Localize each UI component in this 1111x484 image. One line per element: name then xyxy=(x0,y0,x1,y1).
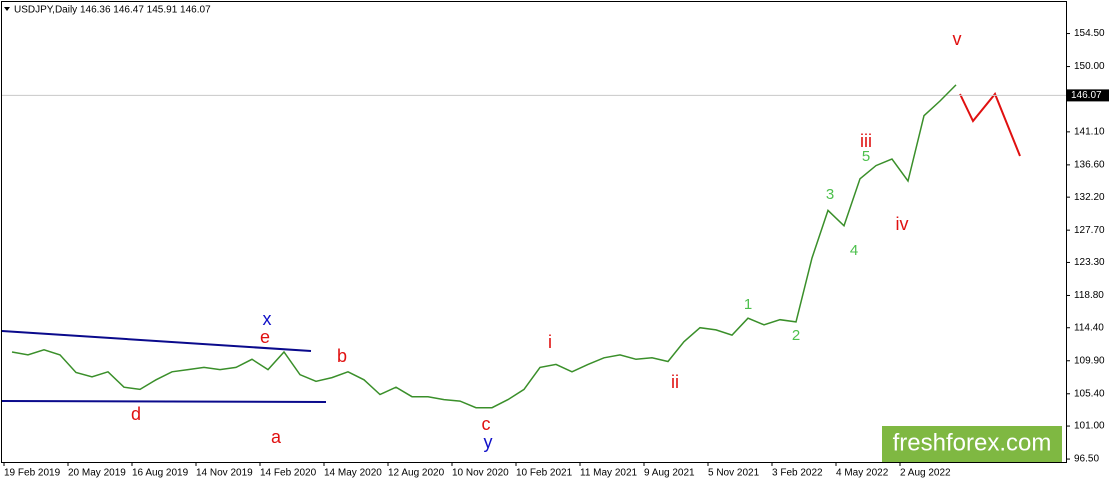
x-tick-label: 12 Aug 2020 xyxy=(388,468,445,479)
y-tick-label: 114.40 xyxy=(1074,322,1104,333)
y-tick-label: 136.60 xyxy=(1074,160,1105,171)
wave-label: a xyxy=(271,427,282,447)
x-tick-label: 14 Nov 2019 xyxy=(196,468,253,479)
x-tick-label: 10 Nov 2020 xyxy=(452,468,509,479)
x-tick-label: 11 May 2021 xyxy=(580,468,638,479)
x-tick-label: 2 Aug 2022 xyxy=(900,468,951,479)
plot-frame xyxy=(1,1,1067,463)
x-tick-label: 9 Aug 2021 xyxy=(644,468,695,479)
wave-label: 5 xyxy=(862,148,870,165)
trend-line xyxy=(1,400,327,403)
wave-label: v xyxy=(953,29,962,49)
title-arrow xyxy=(4,7,10,11)
y-tick-label: 123.30 xyxy=(1074,257,1105,268)
x-tick-label: 16 Aug 2019 xyxy=(132,468,189,479)
last-price-label: 146.07 xyxy=(1071,90,1102,101)
y-tick-label: 141.10 xyxy=(1074,126,1105,137)
y-tick-label: 154.50 xyxy=(1074,28,1105,39)
price-line xyxy=(11,84,957,409)
y-tick-label: 132.20 xyxy=(1074,192,1105,203)
y-tick-label: 150.00 xyxy=(1074,61,1105,72)
y-tick-label: 105.40 xyxy=(1074,388,1105,399)
wave-label: x xyxy=(263,309,272,329)
y-tick-label: 109.90 xyxy=(1074,355,1105,366)
y-tick-label: 118.80 xyxy=(1074,290,1104,301)
x-tick-label: 20 May 2019 xyxy=(68,468,126,479)
x-tick-label: 4 May 2022 xyxy=(836,468,889,479)
chart-title: USDJPY,Daily 146.36 146.47 145.91 146.07 xyxy=(14,5,211,16)
trend-line xyxy=(1,330,312,352)
wave-label: ii xyxy=(671,372,679,392)
last-price-box xyxy=(1067,89,1109,102)
wave-label: i xyxy=(548,332,552,352)
wave-label: b xyxy=(337,346,347,366)
wave-label: d xyxy=(131,404,141,424)
wave-label: 2 xyxy=(792,327,800,344)
forecast-path xyxy=(959,92,1021,157)
y-tick-label: 127.70 xyxy=(1074,225,1105,236)
x-tick-label: 14 Feb 2020 xyxy=(260,468,317,479)
wave-label: iv xyxy=(896,214,909,234)
y-tick-label: 96.50 xyxy=(1074,454,1099,465)
wave-label: e xyxy=(260,327,270,347)
wave-label: 4 xyxy=(850,242,858,259)
wave-label: c xyxy=(482,414,491,434)
x-tick-label: 10 Feb 2021 xyxy=(516,468,573,479)
x-tick-label: 19 Feb 2019 xyxy=(4,468,61,479)
x-tick-label: 3 Feb 2022 xyxy=(772,468,823,479)
x-tick-label: 5 Nov 2021 xyxy=(708,468,760,479)
x-tick-label: 14 May 2020 xyxy=(324,468,382,479)
wave-label: y xyxy=(484,432,493,452)
wave-label: 3 xyxy=(826,186,834,203)
wave-label: iii xyxy=(860,131,872,151)
watermark: freshforex.com xyxy=(893,429,1052,456)
wave-label: 1 xyxy=(744,296,752,313)
y-tick-label: 101.00 xyxy=(1074,421,1105,432)
watermark-box xyxy=(882,426,1062,462)
